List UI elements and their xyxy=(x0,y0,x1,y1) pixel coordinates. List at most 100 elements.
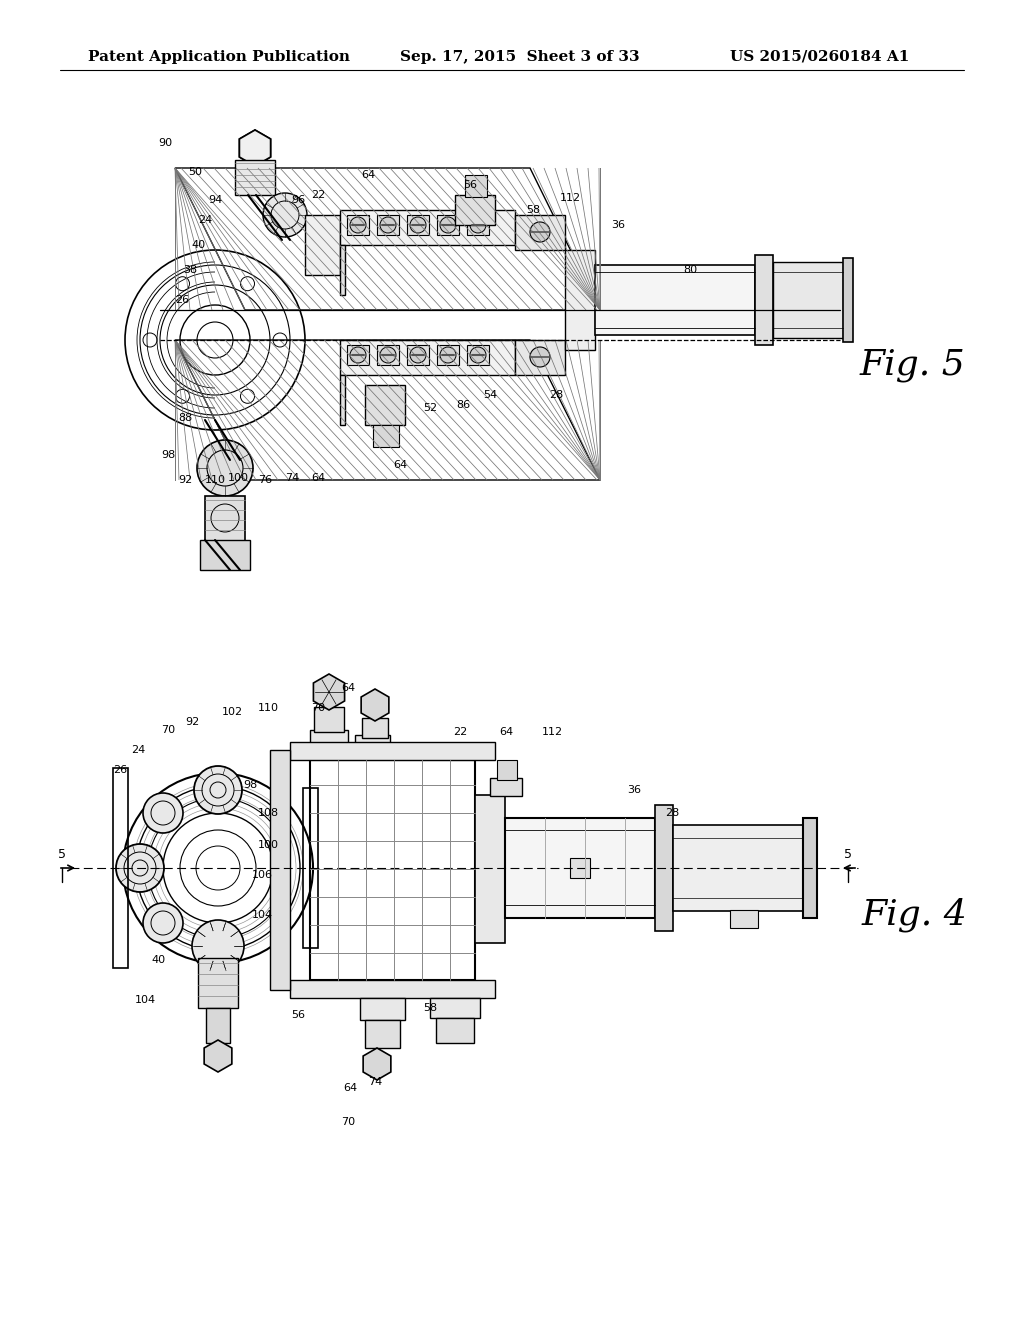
Polygon shape xyxy=(204,1040,231,1072)
Circle shape xyxy=(263,193,307,238)
Text: 40: 40 xyxy=(151,954,165,965)
Text: 56: 56 xyxy=(463,180,477,190)
Text: 26: 26 xyxy=(113,766,127,775)
Bar xyxy=(200,540,250,570)
Text: 90: 90 xyxy=(158,139,172,148)
Text: 24: 24 xyxy=(131,744,145,755)
Bar xyxy=(730,909,758,928)
Bar xyxy=(205,496,245,541)
Text: 108: 108 xyxy=(257,808,279,818)
Bar xyxy=(515,215,565,249)
Bar xyxy=(455,195,495,224)
Text: 64: 64 xyxy=(360,170,375,180)
Text: 86: 86 xyxy=(456,400,470,411)
Text: Sep. 17, 2015  Sheet 3 of 33: Sep. 17, 2015 Sheet 3 of 33 xyxy=(400,50,640,63)
Text: US 2015/0260184 A1: US 2015/0260184 A1 xyxy=(730,50,909,63)
Text: 58: 58 xyxy=(423,1003,437,1012)
Text: 36: 36 xyxy=(611,220,625,230)
Bar xyxy=(206,1008,230,1043)
Bar xyxy=(340,375,345,425)
Text: 98: 98 xyxy=(243,780,257,789)
Bar xyxy=(314,708,344,733)
Text: 22: 22 xyxy=(453,727,467,737)
Polygon shape xyxy=(313,675,345,710)
Bar xyxy=(234,160,275,195)
Circle shape xyxy=(143,903,183,942)
Polygon shape xyxy=(240,129,270,166)
Text: 5: 5 xyxy=(844,849,852,862)
Bar xyxy=(437,215,459,235)
Text: 26: 26 xyxy=(175,294,189,305)
Bar xyxy=(436,1018,474,1043)
Bar xyxy=(377,345,399,366)
Text: 24: 24 xyxy=(198,215,212,224)
Text: 64: 64 xyxy=(341,682,355,693)
Text: 76: 76 xyxy=(258,475,272,484)
Text: 64: 64 xyxy=(393,459,408,470)
Text: 70: 70 xyxy=(311,704,325,713)
Bar xyxy=(673,825,803,911)
Bar xyxy=(570,858,590,878)
Bar xyxy=(490,777,522,796)
Text: Patent Application Publication: Patent Application Publication xyxy=(88,50,350,63)
Bar xyxy=(365,1020,400,1048)
Text: 88: 88 xyxy=(178,413,193,422)
Bar xyxy=(437,345,459,366)
Circle shape xyxy=(193,920,244,972)
Text: 110: 110 xyxy=(205,475,225,484)
Bar xyxy=(565,249,595,350)
Bar xyxy=(497,760,517,780)
Circle shape xyxy=(350,347,366,363)
Bar xyxy=(310,730,348,744)
Text: 104: 104 xyxy=(252,909,272,920)
Bar xyxy=(290,742,495,760)
Text: 52: 52 xyxy=(423,403,437,413)
Bar xyxy=(595,265,755,335)
Bar xyxy=(407,215,429,235)
Text: 22: 22 xyxy=(311,190,326,201)
Text: Fig. 5: Fig. 5 xyxy=(860,348,966,381)
Text: 28: 28 xyxy=(665,808,679,818)
Circle shape xyxy=(194,921,242,970)
Text: 106: 106 xyxy=(252,870,272,880)
Text: 64: 64 xyxy=(343,1082,357,1093)
Text: 54: 54 xyxy=(483,389,497,400)
Text: 100: 100 xyxy=(227,473,249,483)
Bar xyxy=(303,788,318,948)
Circle shape xyxy=(194,766,242,814)
Bar xyxy=(377,215,399,235)
Text: 38: 38 xyxy=(183,265,197,275)
Bar xyxy=(430,998,480,1018)
Bar xyxy=(803,818,817,917)
Bar xyxy=(360,998,406,1020)
Bar xyxy=(362,718,388,738)
Bar xyxy=(655,805,673,931)
Bar xyxy=(467,215,489,235)
Bar xyxy=(365,385,406,425)
Text: 74: 74 xyxy=(285,473,299,483)
Text: 110: 110 xyxy=(257,704,279,713)
Text: 98: 98 xyxy=(161,450,175,459)
Bar xyxy=(347,215,369,235)
Text: 112: 112 xyxy=(559,193,581,203)
Bar xyxy=(347,345,369,366)
Text: 56: 56 xyxy=(291,1010,305,1020)
Text: 112: 112 xyxy=(542,727,562,737)
Text: 28: 28 xyxy=(549,389,563,400)
Text: 74: 74 xyxy=(368,1077,382,1086)
Circle shape xyxy=(350,216,366,234)
Bar xyxy=(373,425,399,447)
Bar xyxy=(290,979,495,998)
Text: 50: 50 xyxy=(188,168,202,177)
Text: 94: 94 xyxy=(208,195,222,205)
Text: 58: 58 xyxy=(526,205,540,215)
Bar xyxy=(340,246,345,294)
Bar xyxy=(475,795,505,942)
Text: 92: 92 xyxy=(185,717,199,727)
Text: 92: 92 xyxy=(178,475,193,484)
Bar xyxy=(505,818,655,917)
Bar xyxy=(465,176,487,197)
Text: 102: 102 xyxy=(221,708,243,717)
Bar xyxy=(310,760,475,979)
Bar xyxy=(515,341,565,375)
